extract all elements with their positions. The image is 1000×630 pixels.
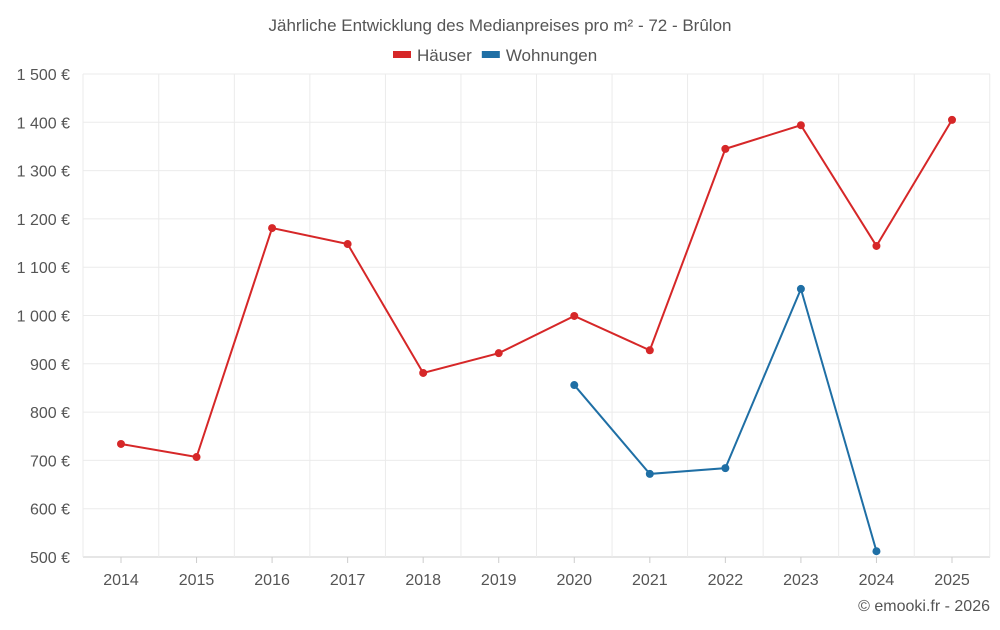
y-tick-label: 1 000 €	[17, 309, 70, 326]
x-tick-label: 2016	[254, 572, 290, 589]
y-tick-label: 800 €	[30, 405, 70, 422]
x-tick-label: 2023	[783, 572, 819, 589]
series-Wohnungen	[570, 284, 881, 556]
x-tick-label: 2019	[481, 572, 517, 589]
x-tick-label: 2015	[179, 572, 215, 589]
data-point[interactable]	[796, 284, 805, 293]
data-point[interactable]	[570, 381, 579, 390]
y-tick-label: 1 500 €	[17, 67, 70, 84]
legend-item[interactable]: Wohnungen	[481, 46, 597, 65]
data-point[interactable]	[494, 349, 503, 358]
legend-swatch	[393, 51, 411, 58]
legend: Häuser Wohnungen	[393, 46, 597, 65]
x-tick-label: 2025	[934, 572, 970, 589]
y-axis: 500 € 600 € 700 € 800 € 900 € 1 000 € 1 100 € 1…	[17, 67, 70, 567]
x-tick-label: 2024	[859, 572, 895, 589]
data-point[interactable]	[645, 469, 654, 478]
x-tick-label: 2020	[556, 572, 592, 589]
series-line	[120, 119, 953, 459]
data-point[interactable]	[419, 368, 428, 377]
data-point[interactable]	[645, 346, 654, 355]
x-tick-label: 2021	[632, 572, 668, 589]
data-point[interactable]	[343, 240, 352, 249]
series-group	[117, 115, 956, 556]
data-point[interactable]	[796, 121, 805, 130]
y-tick-label: 600 €	[30, 502, 70, 519]
y-tick-label: 1 200 €	[17, 212, 70, 229]
data-point[interactable]	[192, 453, 201, 462]
data-point[interactable]	[872, 547, 881, 556]
x-tick-label: 2018	[405, 572, 441, 589]
y-tick-label: 500 €	[30, 550, 70, 567]
chart-title: Jährliche Entwicklung des Medianpreises …	[269, 16, 732, 35]
y-tick-label: 1 300 €	[17, 164, 70, 181]
data-point[interactable]	[721, 464, 730, 473]
y-tick-label: 900 €	[30, 357, 70, 374]
y-tick-label: 1 400 €	[17, 115, 70, 132]
data-point[interactable]	[872, 241, 881, 250]
legend-item[interactable]: Häuser	[393, 46, 472, 65]
series-Häuser	[117, 115, 956, 462]
legend-label: Häuser	[417, 46, 472, 65]
y-tick-label: 1 100 €	[17, 260, 70, 277]
legend-swatch	[481, 51, 500, 58]
series-line	[573, 285, 878, 552]
y-tick-label: 700 €	[30, 453, 70, 470]
x-tick-label: 2017	[330, 572, 366, 589]
data-point[interactable]	[948, 115, 956, 124]
data-point[interactable]	[117, 439, 125, 448]
data-point[interactable]	[570, 311, 579, 320]
x-axis: 2014 2015 2016 2017 2018 2019 2020 2021 2022 2023…	[103, 557, 970, 589]
x-tick-label: 2014	[103, 572, 139, 589]
grid	[82, 73, 991, 558]
data-point[interactable]	[268, 224, 277, 233]
data-point[interactable]	[721, 144, 730, 153]
legend-label: Wohnungen	[506, 46, 597, 65]
credit: © emooki.fr - 2026	[858, 598, 990, 615]
x-tick-label: 2022	[708, 572, 744, 589]
